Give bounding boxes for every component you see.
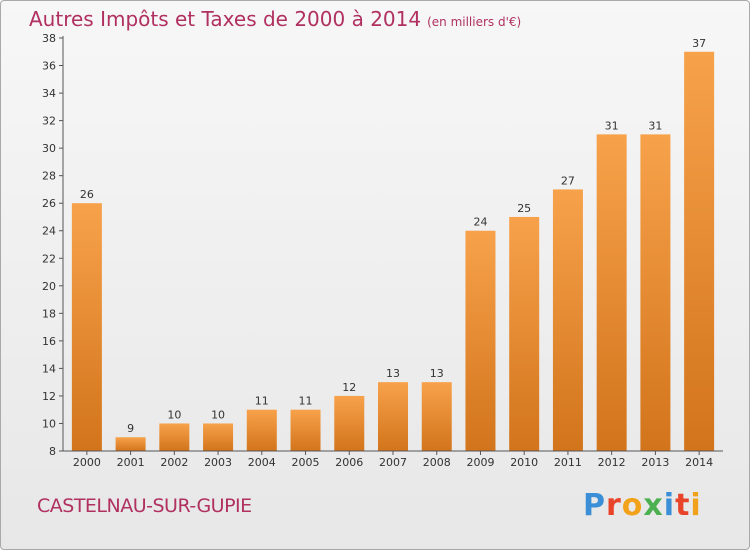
data-label: 9 [127, 422, 134, 435]
x-tick-label: 2001 [117, 456, 145, 469]
bar [159, 423, 190, 451]
x-tick-label: 2006 [335, 456, 363, 469]
data-label: 26 [80, 188, 94, 201]
data-label: 11 [299, 395, 313, 408]
data-label: 10 [211, 408, 225, 421]
logo-letter: i [690, 488, 702, 523]
x-tick-label: 2013 [641, 456, 669, 469]
x-tick-label: 2004 [248, 456, 276, 469]
y-tick-label: 28 [42, 170, 56, 183]
y-tick-label: 8 [49, 445, 56, 458]
y-tick-label: 16 [42, 335, 56, 348]
bar [509, 216, 540, 451]
x-tick-label: 2007 [379, 456, 407, 469]
y-tick-label: 22 [42, 252, 56, 265]
y-tick-label: 24 [42, 225, 56, 238]
y-tick-label: 26 [42, 197, 56, 210]
chart-title: Autres Impôts et Taxes de 2000 à 2014 (en… [29, 7, 521, 31]
data-label: 13 [430, 367, 444, 380]
bar [465, 230, 496, 451]
y-tick-label: 30 [42, 142, 56, 155]
logo-letter: x [643, 488, 664, 523]
data-label: 12 [342, 381, 356, 394]
commune-name: CASTELNAU-SUR-GUPIE [37, 495, 252, 517]
data-label: 31 [648, 119, 662, 132]
y-tick-label: 34 [42, 87, 56, 100]
y-tick-label: 14 [42, 362, 56, 375]
data-label: 13 [386, 367, 400, 380]
x-tick-label: 2000 [73, 456, 101, 469]
y-tick-label: 38 [42, 32, 56, 45]
bar [378, 382, 408, 451]
x-tick-label: 2012 [598, 456, 626, 469]
x-tick-label: 2011 [554, 456, 582, 469]
bar [640, 134, 671, 451]
logo-letter: r [606, 488, 622, 523]
y-tick-label: 32 [42, 115, 56, 128]
bar [290, 409, 321, 451]
x-tick-label: 2008 [423, 456, 451, 469]
y-tick-label: 20 [42, 280, 56, 293]
data-labels: 26 9 10 10 11 11 12 13 13 24 25 27 31 31 37 [80, 37, 706, 435]
x-tick-label: 2009 [466, 456, 494, 469]
y-tick-label: 12 [42, 390, 56, 403]
unit-label: (en milliers d'€) [427, 15, 522, 29]
x-tick-label: 2005 [292, 456, 320, 469]
bar [596, 134, 627, 451]
bar [684, 51, 715, 452]
bar [334, 395, 365, 451]
logo-letter: i [663, 488, 676, 523]
y-tick-label: 36 [42, 60, 56, 73]
bar [71, 203, 102, 451]
bar [552, 189, 583, 451]
logo-letter: P [583, 488, 606, 523]
y-tick-label: 18 [42, 307, 56, 320]
x-tick-label: 2010 [510, 456, 538, 469]
data-label: 37 [692, 37, 706, 50]
bars-group [71, 51, 715, 452]
proxiti-logo: Proxiti [583, 488, 702, 523]
bar [246, 409, 277, 451]
data-label: 10 [167, 408, 181, 421]
bar [421, 382, 452, 451]
bar [115, 437, 146, 451]
x-tick-label: 2002 [160, 456, 188, 469]
logo-letter: o [621, 488, 644, 523]
y-tick-label: 10 [42, 417, 56, 430]
data-label: 27 [561, 174, 575, 187]
data-label: 24 [473, 216, 487, 229]
data-label: 31 [605, 119, 619, 132]
chart-title-text: Autres Impôts et Taxes de 2000 à 2014 [29, 7, 422, 31]
bar [203, 423, 234, 451]
data-label: 11 [255, 395, 269, 408]
y-axis: 8 10 12 14 16 18 20 22 24 26 28 30 32 34 36 38 [42, 32, 63, 458]
data-label: 25 [517, 202, 531, 215]
x-axis: 2000 2001 2002 2003 2004 2005 2006 2007 2008 2009… [73, 451, 713, 469]
x-tick-label: 2003 [204, 456, 232, 469]
logo-letter: t [675, 488, 691, 523]
x-tick-label: 2014 [685, 456, 713, 469]
